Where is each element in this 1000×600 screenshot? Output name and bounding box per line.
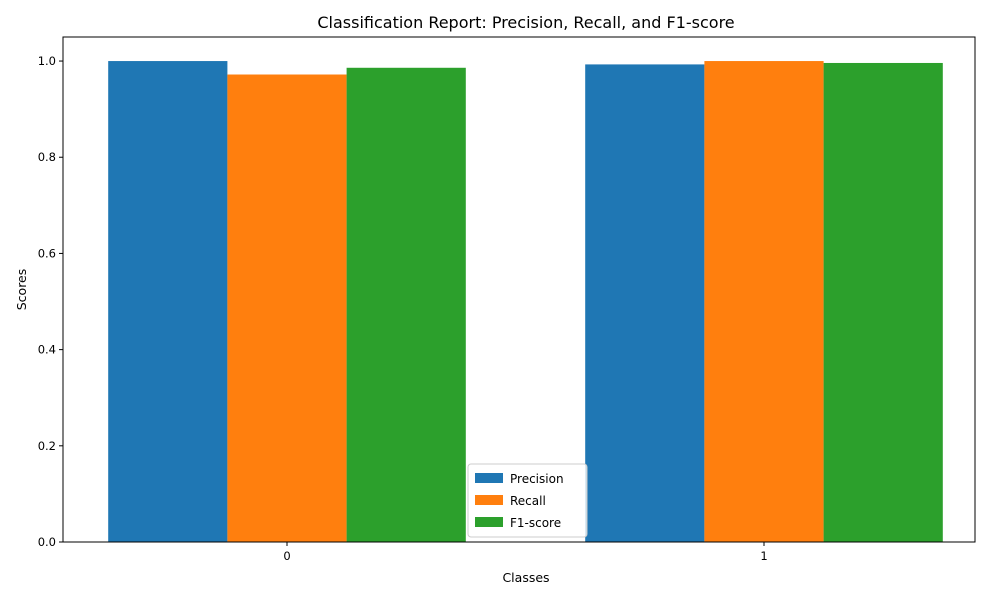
- bar-f1-score-class-1: [823, 62, 943, 542]
- chart-title: Classification Report: Precision, Recall…: [317, 13, 734, 32]
- legend-label-f1-score: F1-score: [510, 516, 561, 530]
- bar-f1-score-class-0: [346, 67, 466, 542]
- legend-swatch-f1-score: [475, 517, 503, 527]
- y-tick-label: 0.2: [38, 439, 56, 453]
- y-tick-label: 0.0: [38, 535, 56, 549]
- bar-recall-class-0: [227, 74, 347, 542]
- legend-label-recall: Recall: [510, 494, 546, 508]
- x-axis-label: Classes: [502, 570, 549, 585]
- bar-precision-class-0: [108, 61, 228, 543]
- y-tick-label: 0.8: [38, 150, 56, 164]
- x-tick-label: 1: [760, 549, 767, 563]
- plot-frame: [62, 36, 976, 543]
- y-axis-label: Scores: [14, 269, 29, 311]
- y-tick-label: 0.4: [38, 343, 56, 357]
- y-axis-ticks: 0.0 0.2 0.4 0.6 0.8 1.0: [38, 54, 63, 549]
- bars-group: [108, 61, 943, 543]
- x-tick-label: 0: [283, 549, 290, 563]
- bar-recall-class-1: [704, 61, 824, 543]
- legend: Precision Recall F1-score: [467, 463, 588, 538]
- bar-precision-class-1: [585, 64, 705, 542]
- legend-label-precision: Precision: [510, 472, 564, 486]
- legend-swatch-precision: [475, 473, 503, 483]
- y-tick-label: 1.0: [38, 54, 56, 68]
- y-tick-label: 0.6: [38, 246, 56, 260]
- legend-swatch-recall: [475, 495, 503, 505]
